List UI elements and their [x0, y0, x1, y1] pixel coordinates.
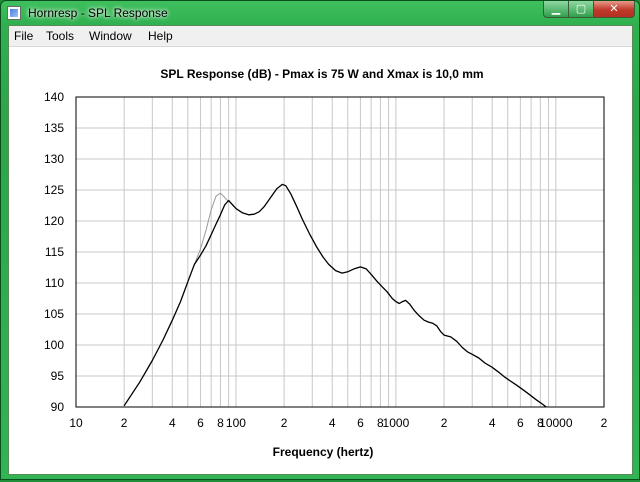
x-tick-label: 2 [601, 416, 608, 430]
x-tick-label: 2 [281, 416, 288, 430]
y-tick-label: 95 [51, 369, 65, 383]
y-tick-label: 135 [44, 121, 64, 135]
x-tick-label: 8 [217, 416, 224, 430]
y-tick-label: 115 [45, 245, 64, 259]
x-tick-label: 6 [517, 416, 524, 430]
y-tick-label: 100 [44, 338, 64, 352]
x-tick-label: 10000 [539, 416, 573, 430]
spl-curve [123, 183, 547, 408]
x-tick-label: 2 [121, 416, 128, 430]
app-icon [7, 6, 21, 20]
x-tick-label: 4 [329, 416, 336, 430]
minimize-icon: ▁ [551, 2, 561, 15]
grid-lines [76, 97, 604, 407]
maximize-icon: ▢ [575, 2, 587, 15]
menu-tools[interactable]: Tools [46, 29, 75, 43]
x-tick-label: 8 [537, 416, 544, 430]
x-tick-label: 2 [441, 416, 448, 430]
x-tick-label: 6 [197, 416, 204, 430]
x-tick-label: 8 [377, 416, 384, 430]
y-tick-label: 130 [44, 152, 64, 166]
x-tick-label: 100 [226, 416, 246, 430]
chart-panel: SPL Response (dB) - Pmax is 75 W and Xma… [9, 47, 632, 474]
close-icon: ✕ [609, 2, 619, 15]
plot-frame [75, 96, 605, 408]
y-tick-label: 125 [44, 183, 64, 197]
menu-help[interactable]: Help [148, 29, 173, 43]
menu-window[interactable]: Window [89, 29, 132, 43]
menu-file[interactable]: File [14, 29, 34, 43]
y-tick-label: 140 [44, 90, 64, 104]
close-button[interactable]: ✕ [593, 1, 635, 18]
menu-bar: File Tools Window Help [9, 26, 632, 47]
spl-curve-secondary [193, 192, 229, 265]
title-bar[interactable]: Hornresp - SPL Response ▁ ▢ ✕ [1, 1, 639, 25]
y-tick-label: 105 [44, 307, 64, 321]
x-tick-label: 10 [69, 416, 83, 430]
client-area: File Tools Window Help SPL Response (dB)… [8, 25, 633, 475]
data-series [123, 183, 547, 408]
chart-title: SPL Response (dB) - Pmax is 75 W and Xma… [160, 67, 483, 81]
window-title: Hornresp - SPL Response [28, 6, 168, 20]
y-tick-label: 90 [51, 400, 65, 414]
x-tick-label: 4 [489, 416, 496, 430]
x-tick-label: 1000 [383, 416, 410, 430]
y-tick-label: 110 [45, 276, 64, 290]
x-tick-label: 4 [169, 416, 176, 430]
y-tick-label: 120 [44, 214, 64, 228]
x-axis-label: Frequency (hertz) [273, 445, 374, 459]
x-tick-label: 6 [357, 416, 364, 430]
